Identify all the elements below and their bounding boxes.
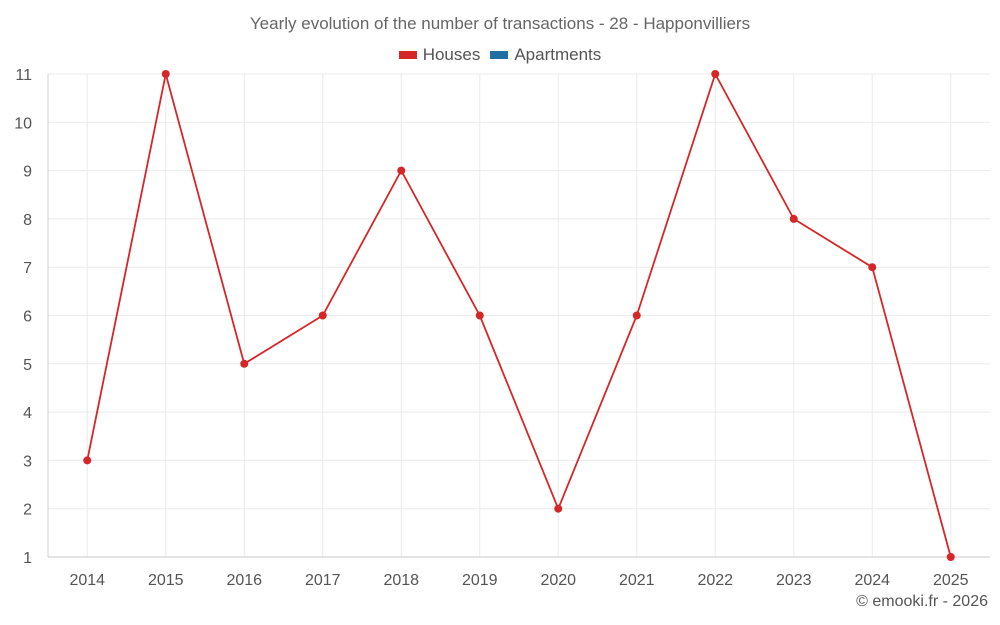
data-point: [240, 359, 249, 368]
data-point: [83, 456, 92, 465]
data-point: [632, 311, 641, 320]
x-tick-label: 2023: [776, 572, 812, 589]
data-point: [397, 166, 406, 175]
x-tick-label: 2018: [383, 572, 419, 589]
x-tick-label: 2017: [305, 572, 341, 589]
y-tick-label: 2: [23, 502, 32, 519]
y-tick-label: 1: [23, 550, 32, 567]
y-tick-label: 11: [15, 67, 32, 84]
legend-swatch-houses: [398, 51, 417, 59]
x-tick-label: 2025: [933, 572, 969, 589]
y-tick-label: 10: [14, 115, 32, 132]
legend-label-houses: Houses: [422, 45, 481, 64]
legend: Houses Apartments: [0, 45, 1000, 65]
data-point: [789, 214, 798, 223]
series-line-houses: [86, 71, 952, 558]
x-tick-label: 2015: [148, 572, 184, 589]
legend-swatch-apartments: [490, 51, 509, 59]
y-tick-label: 8: [23, 212, 32, 229]
data-point: [868, 263, 877, 272]
x-tick-label: 2024: [854, 572, 890, 589]
y-tick-label: 9: [23, 164, 32, 181]
x-tick-label: 2022: [697, 572, 733, 589]
y-tick-label: 7: [23, 260, 32, 277]
x-tick-label: 2016: [226, 572, 262, 589]
data-point: [711, 70, 720, 78]
data-point: [161, 70, 170, 78]
chart-title: Yearly evolution of the number of transa…: [249, 14, 751, 33]
x-tick-label: 2020: [540, 572, 576, 589]
data-point: [318, 311, 327, 320]
x-tick-label: 2021: [619, 572, 655, 589]
data-point: [554, 504, 563, 513]
x-tick-label: 2014: [69, 572, 105, 589]
x-tick-label: 2019: [462, 572, 498, 589]
legend-label-apartments: Apartments: [514, 45, 602, 64]
legend-item-houses[interactable]: Houses: [398, 45, 481, 65]
legend-item-apartments[interactable]: Apartments: [490, 45, 601, 65]
data-point: [946, 553, 955, 561]
y-tick-label: 3: [23, 453, 32, 470]
credit-text: © emooki.fr - 2026: [856, 593, 988, 610]
y-tick-label: 4: [23, 405, 32, 422]
data-point: [475, 311, 484, 320]
y-tick-label: 5: [23, 357, 32, 374]
y-tick-label: 6: [23, 309, 32, 326]
